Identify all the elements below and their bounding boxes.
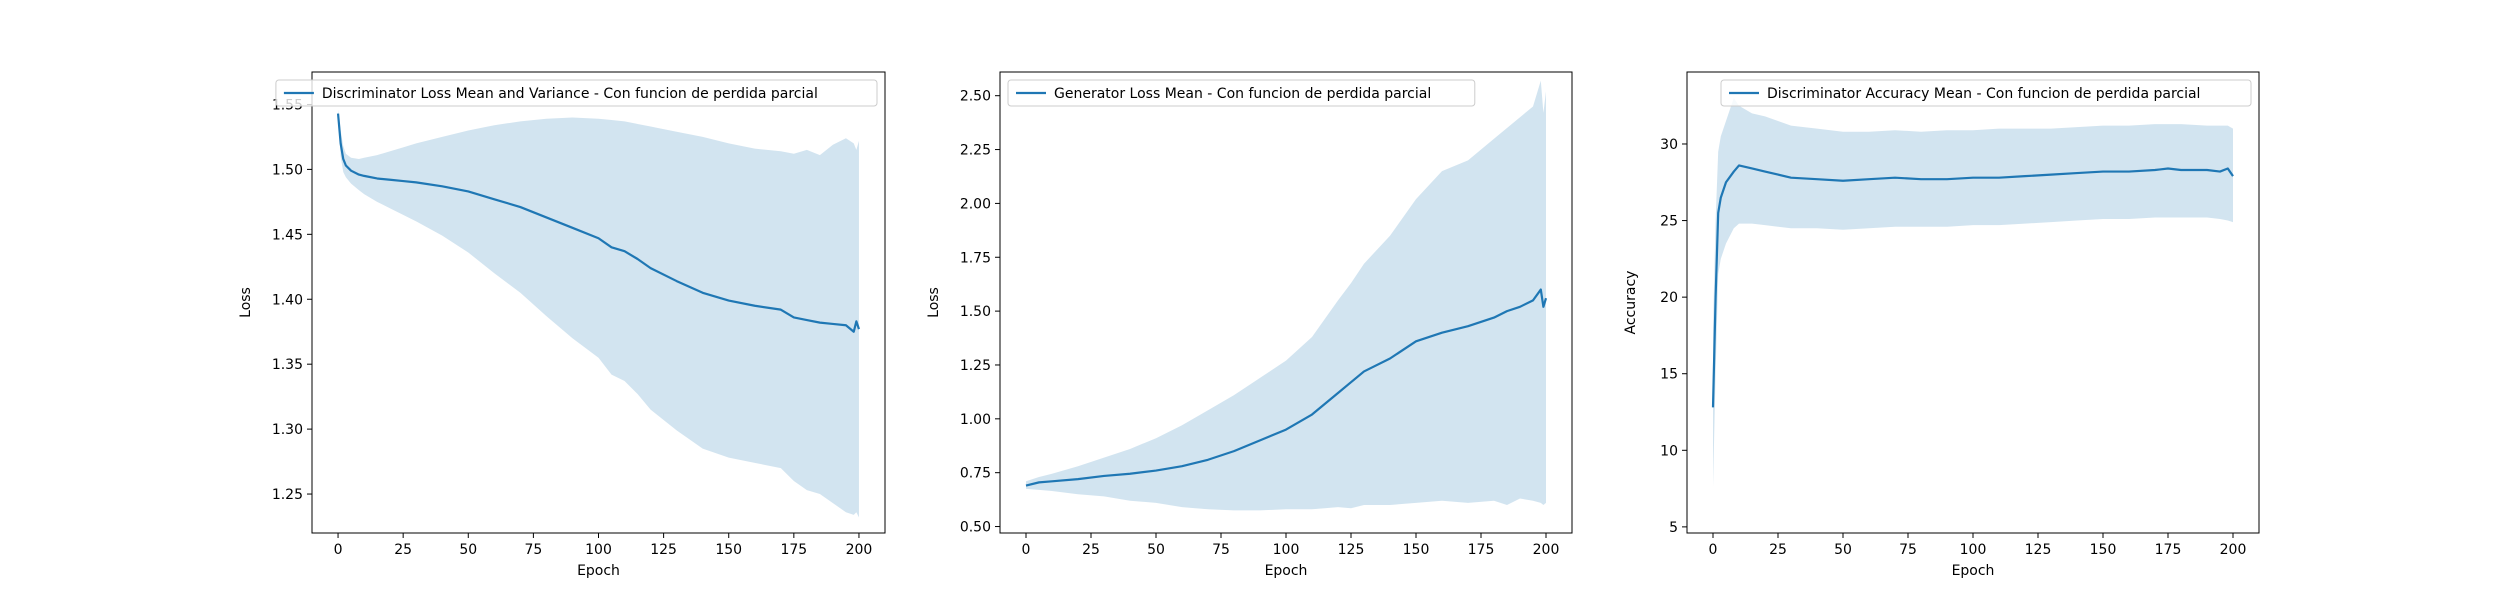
y-tick-label: 30 [1660, 137, 1678, 153]
y-tick-label: 1.30 [272, 422, 303, 438]
x-tick-label: 25 [1082, 542, 1100, 558]
legend-label: Generator Loss Mean - Con funcion de per… [1054, 86, 1431, 102]
x-tick-label: 50 [1834, 542, 1852, 558]
y-axis-label: Loss [238, 287, 254, 318]
y-tick-label: 2.00 [960, 196, 991, 212]
mean-line [336, 113, 860, 333]
legend: Generator Loss Mean - Con funcion de per… [1007, 79, 1476, 107]
y-tick-label: 1.50 [272, 162, 303, 178]
x-axis-label: Epoch [1265, 563, 1308, 579]
y-tick-label: 25 [1660, 214, 1678, 230]
y-tick-label: 10 [1660, 443, 1678, 459]
x-tick-label: 175 [780, 542, 807, 558]
legend-label: Discriminator Accuracy Mean - Con funcio… [1767, 86, 2200, 102]
x-tick-label: 150 [1403, 542, 1430, 558]
x-tick-label: 100 [1273, 542, 1300, 558]
x-tick-label: 25 [1769, 542, 1787, 558]
y-tick-label: 0.75 [960, 466, 991, 482]
y-tick-label: 2.25 [960, 143, 991, 159]
y-tick-label: 1.25 [272, 487, 303, 503]
y-tick-label: 1.45 [272, 227, 303, 243]
variance-band [338, 109, 859, 518]
chart-panel-3: 0 25 50 75 100 125 150 175 200 5 10 15 20 25 30 Epoch Ac… [1623, 71, 2260, 579]
legend-box [275, 79, 878, 107]
plot-area [336, 109, 860, 518]
x-tick-label: 125 [650, 542, 677, 558]
x-tick-label: 0 [1709, 542, 1718, 558]
y-tick-label: 0.50 [960, 520, 991, 536]
x-tick-label: 50 [459, 542, 477, 558]
x-tick-label: 50 [1147, 542, 1165, 558]
x-axis-label: Epoch [1952, 563, 1995, 579]
x-tick-label: 200 [1533, 542, 1560, 558]
legend-box [1007, 79, 1476, 107]
y-tick-label: 15 [1660, 367, 1678, 383]
y-tick-label: 1.50 [960, 304, 991, 320]
plot-area [1711, 98, 2234, 488]
x-tick-label: 200 [2220, 542, 2247, 558]
legend: Discriminator Accuracy Mean - Con funcio… [1720, 79, 2252, 107]
y-tick-label: 1.25 [960, 358, 991, 374]
x-tick-label: 150 [715, 542, 742, 558]
chart-panel-1: 0 25 50 75 100 125 150 175 200 1.25 1.30 1.35 1.40 1.… [238, 71, 886, 579]
y-tick-label: 2.50 [960, 89, 991, 105]
x-tick-label: 125 [2025, 542, 2052, 558]
x-tick-label: 25 [394, 542, 412, 558]
y-tick-label: 5 [1669, 520, 1678, 536]
y-tick-label: 1.75 [960, 250, 991, 266]
x-tick-label: 0 [1022, 542, 1031, 558]
x-tick-label: 75 [1212, 542, 1230, 558]
plot-area [1025, 80, 1548, 511]
y-tick-label: 20 [1660, 290, 1678, 306]
x-tick-label: 175 [2155, 542, 2182, 558]
x-tick-label: 75 [524, 542, 542, 558]
x-tick-label: 100 [1960, 542, 1987, 558]
y-tick-label: 1.40 [272, 292, 303, 308]
x-tick-label: 125 [1338, 542, 1365, 558]
x-tick-label: 200 [846, 542, 873, 558]
x-tick-label: 175 [1468, 542, 1495, 558]
chart-panel-2: 0 25 50 75 100 125 150 175 200 0.50 0.75 1.00 1.25 1.… [926, 71, 1573, 579]
x-tick-label: 0 [334, 542, 343, 558]
legend-label: Discriminator Loss Mean and Variance - C… [322, 86, 818, 102]
x-tick-label: 75 [1899, 542, 1917, 558]
mean-line [1025, 288, 1548, 487]
variance-band [1713, 98, 2233, 488]
mean-line [1711, 164, 2234, 408]
legend-box [1720, 79, 2252, 107]
y-axis-label: Loss [926, 287, 942, 318]
x-tick-label: 150 [2090, 542, 2117, 558]
x-tick-label: 100 [585, 542, 612, 558]
y-axis-label: Accuracy [1623, 271, 1639, 335]
legend: Discriminator Loss Mean and Variance - C… [275, 79, 878, 107]
y-tick-label: 1.35 [272, 357, 303, 373]
x-axis-label: Epoch [577, 563, 620, 579]
variance-band [1026, 80, 1546, 511]
y-tick-label: 1.00 [960, 412, 991, 428]
